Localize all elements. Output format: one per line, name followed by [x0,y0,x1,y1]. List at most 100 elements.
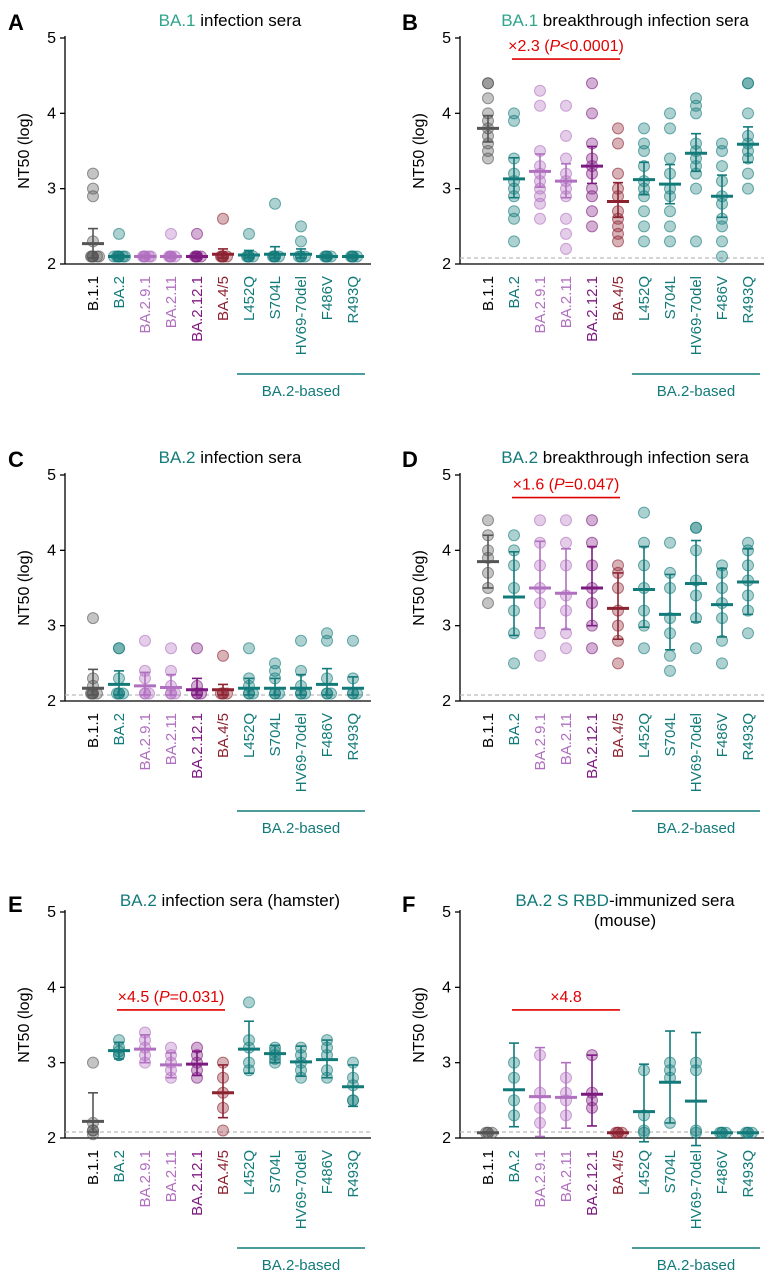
panel-letter: B [402,10,418,35]
category-label: S704L [662,276,679,319]
category-label: L452Q [636,1150,653,1195]
category-label: S704L [267,1150,284,1193]
annotation-p: P [554,477,565,494]
data-point [143,687,155,700]
data-point [664,235,676,248]
series-ba-4-5 [607,559,629,670]
category-label: BA.2.11 [558,713,575,765]
series-ba-2-12-1 [186,227,208,263]
panel-b: B BA.1 breakthrough infection sera 2 3 4 5 NT5… [402,10,764,400]
category-label: BA.2.11 [163,276,180,328]
data-point [742,167,754,180]
data-point [560,212,572,225]
group-label: BA.2-based [657,383,735,400]
y-tick-label: 2 [47,1130,56,1147]
y-axis-label: NT50 (log) [16,550,33,626]
series-hv69-70del [685,1031,707,1147]
series-b-1-1 [82,1056,104,1141]
annotation-p: P [159,989,170,1006]
data-point [482,597,494,610]
data-point [716,220,728,233]
series-hv69-70del [290,1041,312,1084]
data-point [508,529,520,542]
category-label: S704L [267,713,284,756]
data-point [560,642,572,655]
y-tick-label: 3 [442,1055,451,1072]
chart-subtitle: (mouse) [594,911,656,930]
data-point [664,122,676,135]
category-label: F486V [319,713,336,757]
category-label: BA.2.12.1 [189,713,206,779]
data-point [586,220,598,233]
title-part: infection sera [196,11,302,30]
group-label: BA.2-based [262,383,340,400]
category-label: BA.2.9.1 [137,713,154,771]
data-point [482,92,494,105]
category-label: BA.2.11 [163,713,180,765]
y-tick-label: 5 [47,30,56,47]
title-part: BA.2 [159,448,196,467]
series-r493q [737,1126,759,1139]
series-hv69-70del [290,220,312,263]
category-label: BA.2.9.1 [532,276,549,334]
data-point [113,227,125,240]
group-label: BA.2-based [262,1257,340,1274]
series-s704l [264,1041,286,1069]
y-tick-label: 3 [442,181,451,198]
data-point [113,642,125,655]
series-ba-2 [108,227,131,263]
series-ba-2-11 [555,1061,577,1130]
data-point [87,190,99,203]
category-label: R493Q [345,1150,362,1198]
data-point [586,205,598,218]
series-s704l [264,657,286,700]
category-label: BA.2 [506,276,523,309]
title-part: infection sera [196,448,302,467]
chart-title: BA.1 breakthrough infection sera [501,11,749,30]
title-part: BA.2 [501,448,538,467]
series-l452q [633,122,655,248]
series-ba-2 [108,642,130,700]
data-point [586,190,598,203]
category-label: L452Q [241,1150,258,1195]
data-point [664,107,676,120]
chart-title: BA.2 breakthrough infection sera [501,448,749,467]
data-point [217,212,229,225]
annotation-suffix: =0.047) [565,477,620,494]
panel-f: F BA.2 S RBD-immunized sera(mouse) 2 3 4 5 NT5… [402,891,764,1274]
annotation-text: ×4.8 [550,989,582,1006]
data-point [269,197,281,210]
annotation-text: ×2.3 (P<0.0001) [508,38,624,55]
series-hv69-70del [290,634,312,700]
data-point [586,642,598,655]
data-point [638,145,650,157]
data-point [664,205,676,218]
data-point [664,649,676,662]
series-r493q [342,1056,364,1108]
data-point [191,642,203,655]
data-point [560,514,572,527]
category-label: BA.2.12.1 [584,276,601,342]
series-s704l [264,197,286,263]
data-point [638,235,650,248]
y-tick-label: 5 [442,30,451,47]
series-ba-2-9-1 [134,634,156,700]
data-point [268,250,280,263]
category-label: BA.2 [111,1150,128,1183]
annotation-text: ×1.6 (P=0.047) [513,477,620,494]
series-ba-2-9-1 [529,1046,551,1138]
series-hv69-70del [685,92,707,248]
category-label: L452Q [241,713,258,758]
series-l452q [633,506,655,655]
data-point [482,152,494,165]
series-f486v [316,250,338,263]
data-point [716,145,728,157]
annotation-prefix: ×4.5 ( [118,989,160,1006]
data-point [534,84,546,97]
data-point [347,634,359,647]
data-point [295,634,307,647]
data-point [638,642,650,655]
series-ba-2-11 [160,642,182,700]
data-point [560,129,572,142]
